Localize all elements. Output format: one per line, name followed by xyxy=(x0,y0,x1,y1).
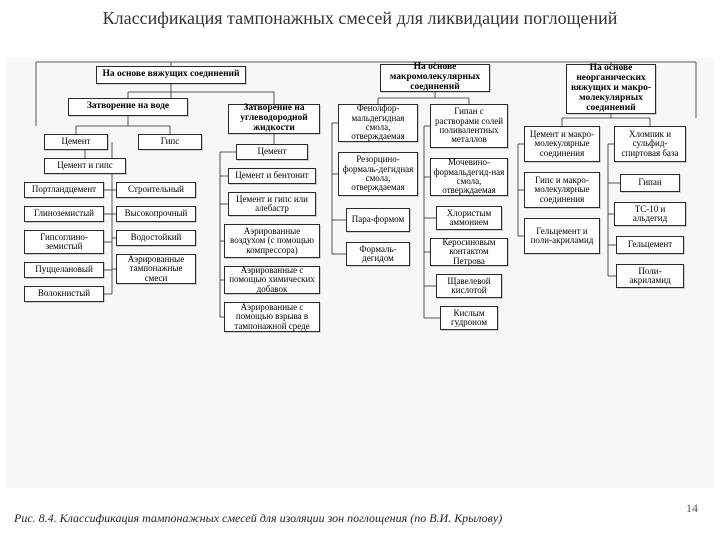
node-volok: Волокнистый xyxy=(24,286,104,302)
node-m_para: Пара-формом xyxy=(346,208,410,232)
node-root_binder: На основе вяжущих соединений xyxy=(96,66,246,84)
node-cement_gips: Цемент и гипс xyxy=(44,158,126,174)
slide-title: Классификация тампонажных смесей для лик… xyxy=(0,0,720,34)
node-portland: Портландцемент xyxy=(24,182,104,198)
node-m_gipan: Гипан с растворами солей поливалентных м… xyxy=(430,104,508,148)
node-h_cement: Цемент xyxy=(236,144,308,160)
node-glino: Глиноземистый xyxy=(24,206,104,222)
figure-caption: Рис. 8.4. Классификация тампонажных смес… xyxy=(14,511,502,526)
node-h_aer_chem: Аэрированные с помощью химических добаво… xyxy=(224,266,320,294)
node-m_shavel: Щавелевой кислотой xyxy=(436,274,502,298)
node-hydrocarbon: Затворение на углеводородной жидкости xyxy=(228,104,320,134)
node-r_poly: Поли-акриламид xyxy=(616,264,684,288)
node-m_rezorc: Резорцино-формаль-дегидная смола, отверж… xyxy=(338,152,418,196)
node-m_chlor: Хлористым аммонием xyxy=(436,206,502,230)
node-gipsoglino: Гипсоглино-зeмистый xyxy=(24,230,104,254)
node-puccel: Пуццелановый xyxy=(24,262,104,278)
node-m_keros: Керосиновым контактом Петрова xyxy=(430,238,508,266)
page-number: 14 xyxy=(686,501,698,516)
node-m_phenol: Фенолфор-мальдегидная смола, отверждаема… xyxy=(338,104,418,142)
node-h_cement_bent: Цемент и бентонит xyxy=(228,168,316,184)
node-h_cement_gips: Цемент и гипс или алебастр xyxy=(228,192,316,216)
node-i_gips_macro: Гипс и макро-молекулярные соединения xyxy=(524,172,600,208)
node-r_tc10: ТС-10 и альдегид xyxy=(614,202,686,226)
node-m_moch: Мочевино-формальдегид-ная смола, отвержд… xyxy=(430,158,508,196)
node-water: Затворение на воде xyxy=(68,98,188,116)
node-vysoko: Высокопрочный xyxy=(116,206,196,222)
node-vodo: Водостойкий xyxy=(116,230,196,246)
node-root_inorg: На основе неорганических вяжущих и макро… xyxy=(566,64,656,114)
node-i_gelcem_poly: Гельцемент и поли-акриламид xyxy=(524,218,600,254)
node-build: Строительный xyxy=(116,182,196,198)
classification-diagram: На основе вяжущих соединений На основе ма… xyxy=(6,58,714,488)
node-gips: Гипс xyxy=(138,134,202,150)
node-h_aer_expl: Аэрированные с помощью взрыва в тампонаж… xyxy=(224,302,320,332)
node-root_macro: На основе макромолекулярных соединений xyxy=(380,64,490,92)
node-aer_tamp: Аэрированные тампонажные смеси xyxy=(116,254,196,284)
node-cement: Цемент xyxy=(44,134,108,150)
node-r_gelcem: Гельцемент xyxy=(616,236,684,254)
node-m_formal: Формаль-дегидом xyxy=(346,242,410,266)
node-r_chlom: Хломпик и сульфид-спиртовая база xyxy=(614,126,686,162)
node-r_gipan: Гипан xyxy=(620,174,680,192)
node-m_kisl: Кислым гудроном xyxy=(440,306,498,330)
node-h_aer_air: Аэрированные воздухом (с помощью компрес… xyxy=(224,224,320,258)
node-i_cem_macro: Цемент и макро-молекулярные соединения xyxy=(524,126,600,162)
